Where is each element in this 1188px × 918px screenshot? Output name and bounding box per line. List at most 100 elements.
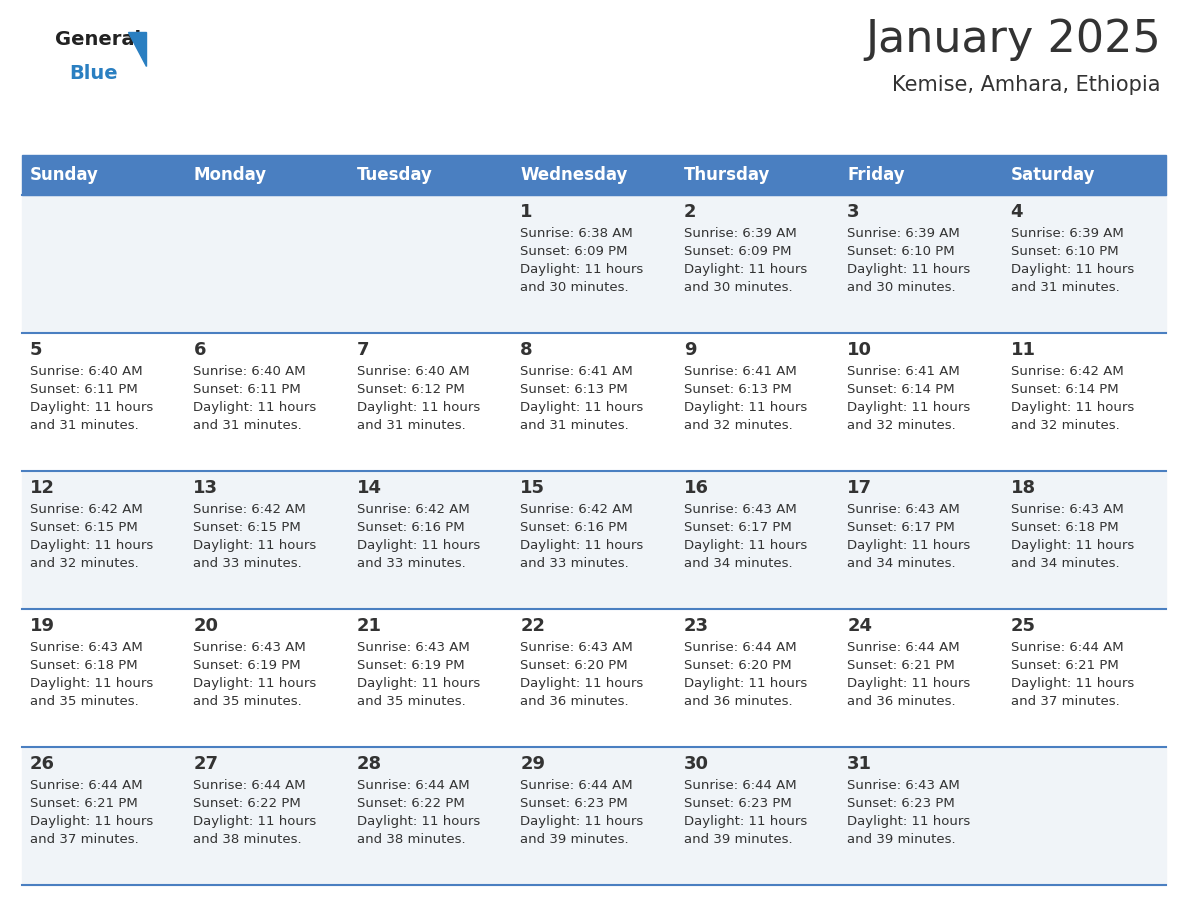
Text: Sunset: 6:21 PM: Sunset: 6:21 PM	[30, 797, 138, 810]
Text: Tuesday: Tuesday	[356, 166, 432, 184]
Text: and 32 minutes.: and 32 minutes.	[30, 557, 139, 570]
Text: and 36 minutes.: and 36 minutes.	[847, 695, 956, 708]
Text: Sunset: 6:21 PM: Sunset: 6:21 PM	[847, 659, 955, 672]
Text: Sunrise: 6:38 AM: Sunrise: 6:38 AM	[520, 227, 633, 240]
Text: Sunset: 6:09 PM: Sunset: 6:09 PM	[684, 245, 791, 258]
Polygon shape	[128, 32, 146, 66]
Text: and 35 minutes.: and 35 minutes.	[356, 695, 466, 708]
Text: 4: 4	[1011, 203, 1023, 221]
Text: Sunset: 6:10 PM: Sunset: 6:10 PM	[847, 245, 955, 258]
Text: 16: 16	[684, 479, 709, 497]
Text: Sunrise: 6:43 AM: Sunrise: 6:43 AM	[684, 503, 796, 516]
Text: Daylight: 11 hours: Daylight: 11 hours	[194, 401, 317, 414]
Text: and 34 minutes.: and 34 minutes.	[847, 557, 956, 570]
Text: and 39 minutes.: and 39 minutes.	[520, 833, 628, 846]
Text: Sunset: 6:20 PM: Sunset: 6:20 PM	[684, 659, 791, 672]
Text: Sunrise: 6:44 AM: Sunrise: 6:44 AM	[684, 641, 796, 654]
Text: Daylight: 11 hours: Daylight: 11 hours	[30, 815, 153, 828]
Text: Sunset: 6:16 PM: Sunset: 6:16 PM	[520, 521, 628, 534]
Text: Sunrise: 6:42 AM: Sunrise: 6:42 AM	[194, 503, 307, 516]
Text: and 38 minutes.: and 38 minutes.	[194, 833, 302, 846]
Text: 6: 6	[194, 341, 206, 359]
Text: Sunset: 6:23 PM: Sunset: 6:23 PM	[520, 797, 628, 810]
Bar	[23, 333, 1165, 471]
Text: and 32 minutes.: and 32 minutes.	[1011, 419, 1119, 432]
Text: Sunrise: 6:39 AM: Sunrise: 6:39 AM	[847, 227, 960, 240]
Text: 30: 30	[684, 755, 709, 773]
Text: Wednesday: Wednesday	[520, 166, 627, 184]
Text: and 34 minutes.: and 34 minutes.	[1011, 557, 1119, 570]
Text: and 36 minutes.: and 36 minutes.	[520, 695, 628, 708]
Text: and 30 minutes.: and 30 minutes.	[520, 281, 628, 294]
Text: Sunrise: 6:43 AM: Sunrise: 6:43 AM	[847, 779, 960, 792]
Text: and 31 minutes.: and 31 minutes.	[356, 419, 466, 432]
Text: Sunrise: 6:44 AM: Sunrise: 6:44 AM	[194, 779, 307, 792]
Text: Sunset: 6:20 PM: Sunset: 6:20 PM	[520, 659, 628, 672]
Text: Sunrise: 6:44 AM: Sunrise: 6:44 AM	[847, 641, 960, 654]
Text: Daylight: 11 hours: Daylight: 11 hours	[194, 677, 317, 690]
Text: Daylight: 11 hours: Daylight: 11 hours	[520, 815, 644, 828]
Text: Sunset: 6:19 PM: Sunset: 6:19 PM	[356, 659, 465, 672]
Text: Sunset: 6:15 PM: Sunset: 6:15 PM	[194, 521, 302, 534]
Text: 26: 26	[30, 755, 55, 773]
Text: Daylight: 11 hours: Daylight: 11 hours	[520, 263, 644, 276]
Bar	[23, 747, 1165, 885]
Text: Daylight: 11 hours: Daylight: 11 hours	[847, 401, 971, 414]
Text: Sunset: 6:15 PM: Sunset: 6:15 PM	[30, 521, 138, 534]
Text: 27: 27	[194, 755, 219, 773]
Text: Sunrise: 6:43 AM: Sunrise: 6:43 AM	[194, 641, 307, 654]
Bar	[23, 195, 1165, 333]
Text: Daylight: 11 hours: Daylight: 11 hours	[684, 815, 807, 828]
Text: Sunrise: 6:43 AM: Sunrise: 6:43 AM	[30, 641, 143, 654]
Text: Daylight: 11 hours: Daylight: 11 hours	[356, 539, 480, 552]
Text: 1: 1	[520, 203, 532, 221]
Text: Daylight: 11 hours: Daylight: 11 hours	[520, 401, 644, 414]
Text: Daylight: 11 hours: Daylight: 11 hours	[847, 815, 971, 828]
Text: 22: 22	[520, 617, 545, 635]
Text: 3: 3	[847, 203, 860, 221]
Text: Daylight: 11 hours: Daylight: 11 hours	[30, 539, 153, 552]
Text: General: General	[55, 30, 141, 49]
Text: Daylight: 11 hours: Daylight: 11 hours	[30, 677, 153, 690]
Text: Daylight: 11 hours: Daylight: 11 hours	[1011, 401, 1133, 414]
Text: Daylight: 11 hours: Daylight: 11 hours	[194, 815, 317, 828]
Text: Sunrise: 6:40 AM: Sunrise: 6:40 AM	[194, 365, 307, 378]
Text: Sunrise: 6:43 AM: Sunrise: 6:43 AM	[356, 641, 469, 654]
Text: Daylight: 11 hours: Daylight: 11 hours	[356, 401, 480, 414]
Text: 15: 15	[520, 479, 545, 497]
Text: Sunset: 6:11 PM: Sunset: 6:11 PM	[30, 383, 138, 396]
Text: and 39 minutes.: and 39 minutes.	[684, 833, 792, 846]
Text: Daylight: 11 hours: Daylight: 11 hours	[1011, 539, 1133, 552]
Text: Sunset: 6:22 PM: Sunset: 6:22 PM	[356, 797, 465, 810]
Text: 29: 29	[520, 755, 545, 773]
Text: and 33 minutes.: and 33 minutes.	[356, 557, 466, 570]
Text: Sunrise: 6:41 AM: Sunrise: 6:41 AM	[847, 365, 960, 378]
Text: and 39 minutes.: and 39 minutes.	[847, 833, 956, 846]
Text: and 34 minutes.: and 34 minutes.	[684, 557, 792, 570]
Text: Daylight: 11 hours: Daylight: 11 hours	[847, 539, 971, 552]
Text: 25: 25	[1011, 617, 1036, 635]
Text: Sunrise: 6:41 AM: Sunrise: 6:41 AM	[684, 365, 796, 378]
Text: Monday: Monday	[194, 166, 266, 184]
Text: Sunrise: 6:42 AM: Sunrise: 6:42 AM	[356, 503, 469, 516]
Text: Sunrise: 6:44 AM: Sunrise: 6:44 AM	[520, 779, 633, 792]
Text: Daylight: 11 hours: Daylight: 11 hours	[684, 677, 807, 690]
Text: Sunrise: 6:44 AM: Sunrise: 6:44 AM	[356, 779, 469, 792]
Text: and 31 minutes.: and 31 minutes.	[1011, 281, 1119, 294]
Text: 9: 9	[684, 341, 696, 359]
Text: and 31 minutes.: and 31 minutes.	[30, 419, 139, 432]
Text: Saturday: Saturday	[1011, 166, 1095, 184]
Text: and 35 minutes.: and 35 minutes.	[30, 695, 139, 708]
Text: Sunrise: 6:42 AM: Sunrise: 6:42 AM	[520, 503, 633, 516]
Text: Sunset: 6:16 PM: Sunset: 6:16 PM	[356, 521, 465, 534]
Text: 31: 31	[847, 755, 872, 773]
Text: Thursday: Thursday	[684, 166, 770, 184]
Text: Sunset: 6:17 PM: Sunset: 6:17 PM	[684, 521, 791, 534]
Text: 19: 19	[30, 617, 55, 635]
Text: Daylight: 11 hours: Daylight: 11 hours	[684, 401, 807, 414]
Text: Sunrise: 6:43 AM: Sunrise: 6:43 AM	[520, 641, 633, 654]
Bar	[23, 155, 1165, 195]
Text: Sunset: 6:11 PM: Sunset: 6:11 PM	[194, 383, 302, 396]
Text: 20: 20	[194, 617, 219, 635]
Text: and 33 minutes.: and 33 minutes.	[194, 557, 302, 570]
